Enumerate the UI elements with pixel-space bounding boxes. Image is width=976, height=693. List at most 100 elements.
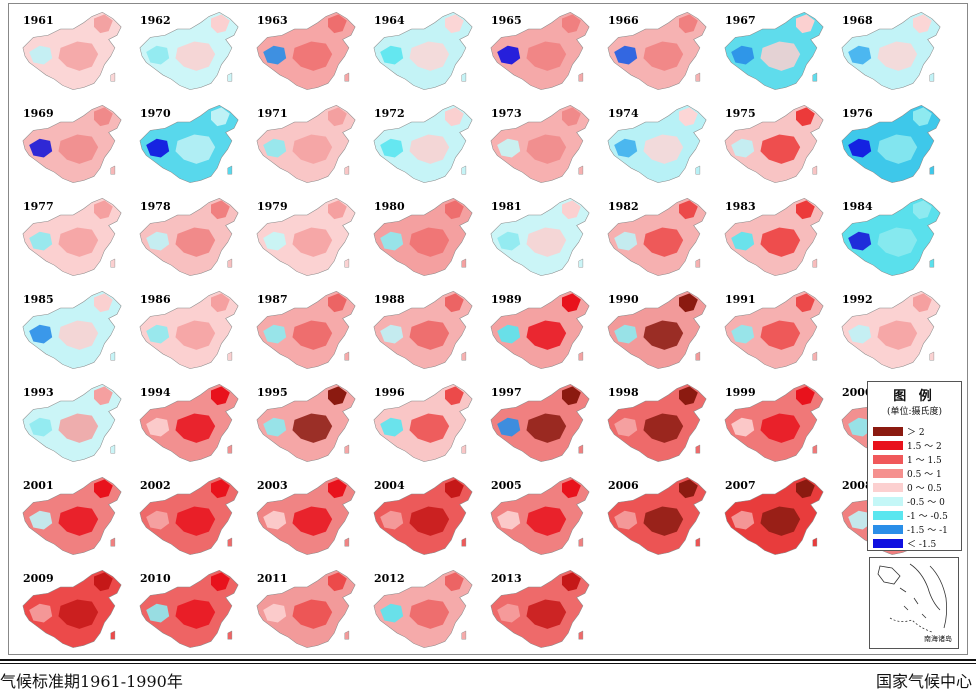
legend-swatch bbox=[873, 539, 903, 548]
region-west bbox=[614, 138, 638, 158]
legend-unit: (单位:摄氏度) bbox=[886, 407, 943, 417]
year-label: 1964 bbox=[374, 14, 405, 27]
region-island bbox=[812, 444, 818, 454]
region-northeast bbox=[445, 107, 464, 127]
year-map-1975: 1975 bbox=[715, 99, 831, 191]
china-anomaly-map bbox=[724, 11, 824, 90]
region-northeast bbox=[445, 386, 464, 406]
china-anomaly-map bbox=[139, 569, 239, 648]
year-map-1998: 1998 bbox=[598, 378, 714, 470]
year-label: 1982 bbox=[608, 200, 639, 213]
china-anomaly-map bbox=[490, 290, 590, 369]
china-anomaly-map bbox=[256, 476, 356, 555]
region-island bbox=[929, 72, 935, 82]
year-label: 2000 bbox=[842, 386, 873, 399]
year-map-1977: 1977 bbox=[13, 192, 129, 284]
region-central bbox=[643, 320, 684, 350]
region-northeast bbox=[211, 14, 230, 34]
china-anomaly-map bbox=[841, 104, 941, 183]
china-anomaly-map bbox=[373, 476, 473, 555]
region-island bbox=[461, 630, 467, 640]
region-west bbox=[848, 45, 872, 65]
legend-item: ＞ 2 bbox=[873, 426, 961, 438]
year-map-1991: 1991 bbox=[715, 285, 831, 377]
region-northeast bbox=[562, 293, 581, 313]
region-island bbox=[344, 537, 350, 547]
legend-swatch bbox=[873, 469, 903, 478]
china-anomaly-map bbox=[607, 476, 707, 555]
region-west bbox=[497, 231, 521, 251]
region-central bbox=[760, 320, 801, 350]
year-map-1974: 1974 bbox=[598, 99, 714, 191]
region-island bbox=[695, 258, 701, 268]
china-anomaly-map bbox=[373, 11, 473, 90]
year-map-1973: 1973 bbox=[481, 99, 597, 191]
year-label: 1986 bbox=[140, 293, 171, 306]
region-island bbox=[227, 165, 233, 175]
year-label: 1998 bbox=[608, 386, 639, 399]
year-label: 1992 bbox=[842, 293, 873, 306]
region-west bbox=[380, 231, 404, 251]
region-northeast bbox=[211, 386, 230, 406]
region-island bbox=[812, 258, 818, 268]
region-northeast bbox=[328, 293, 347, 313]
china-anomaly-map bbox=[139, 104, 239, 183]
region-island bbox=[344, 630, 350, 640]
footer-baseline-note: 气候标准期1961-1990年 bbox=[0, 672, 183, 691]
china-anomaly-map bbox=[607, 11, 707, 90]
year-label: 1989 bbox=[491, 293, 522, 306]
china-anomaly-map bbox=[373, 197, 473, 276]
china-anomaly-map bbox=[490, 11, 590, 90]
region-island bbox=[461, 444, 467, 454]
region-west bbox=[146, 603, 170, 623]
region-central bbox=[175, 413, 216, 443]
region-northeast bbox=[796, 107, 815, 127]
china-anomaly-map bbox=[139, 383, 239, 462]
region-west bbox=[146, 45, 170, 65]
region-island bbox=[461, 351, 467, 361]
legend-swatch bbox=[873, 497, 903, 506]
china-anomaly-map bbox=[490, 104, 590, 183]
year-label: 2008 bbox=[842, 479, 873, 492]
region-island bbox=[578, 258, 584, 268]
region-central bbox=[292, 599, 333, 629]
region-northeast bbox=[913, 107, 932, 127]
year-map-1985: 1985 bbox=[13, 285, 129, 377]
year-map-1992: 1992 bbox=[832, 285, 948, 377]
region-northeast bbox=[796, 14, 815, 34]
china-anomaly-map bbox=[607, 383, 707, 462]
china-anomaly-map bbox=[22, 383, 122, 462]
region-northeast bbox=[913, 293, 932, 313]
legend-swatch bbox=[873, 511, 903, 520]
year-label: 1991 bbox=[725, 293, 756, 306]
footer-rule-thick bbox=[0, 659, 976, 661]
year-map-1990: 1990 bbox=[598, 285, 714, 377]
region-central bbox=[175, 134, 216, 164]
region-central bbox=[877, 134, 918, 164]
region-central bbox=[58, 599, 99, 629]
legend-item: 0.5 ～ 1 bbox=[873, 468, 961, 480]
region-island bbox=[812, 165, 818, 175]
region-west bbox=[380, 138, 404, 158]
region-northeast bbox=[328, 386, 347, 406]
year-label: 2003 bbox=[257, 479, 288, 492]
legend-label: -1.5 ～ -1 bbox=[907, 526, 948, 536]
region-northeast bbox=[679, 293, 698, 313]
region-central bbox=[760, 41, 801, 71]
year-label: 1971 bbox=[257, 107, 288, 120]
region-island bbox=[695, 72, 701, 82]
year-map-2007: 2007 bbox=[715, 471, 831, 563]
region-west bbox=[614, 324, 638, 344]
year-label: 1970 bbox=[140, 107, 171, 120]
region-west bbox=[731, 324, 755, 344]
region-central bbox=[175, 320, 216, 350]
region-west bbox=[497, 603, 521, 623]
region-northeast bbox=[328, 200, 347, 220]
region-central bbox=[643, 41, 684, 71]
region-central bbox=[409, 320, 450, 350]
region-island bbox=[929, 258, 935, 268]
year-map-1967: 1967 bbox=[715, 6, 831, 98]
year-label: 1997 bbox=[491, 386, 522, 399]
region-island bbox=[110, 444, 116, 454]
year-label: 1967 bbox=[725, 14, 756, 27]
